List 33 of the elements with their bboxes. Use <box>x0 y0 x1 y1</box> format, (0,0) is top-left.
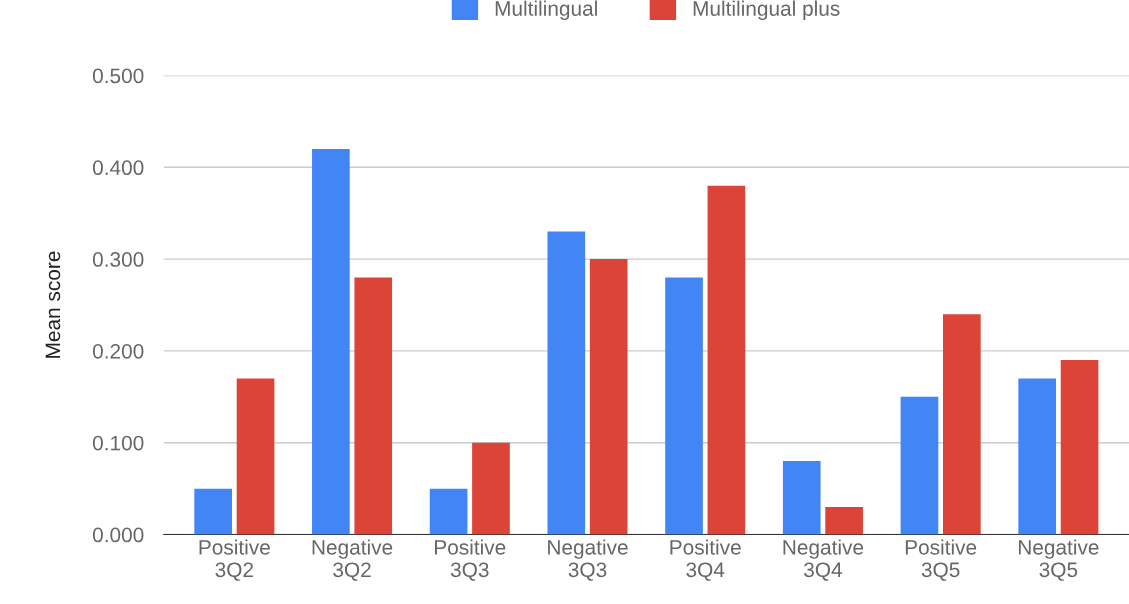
bar <box>589 259 628 535</box>
x-tick-label: Positive 3Q2 <box>199 539 270 581</box>
bar <box>236 378 275 535</box>
x-tick-label: Negative 3Q3 <box>548 539 628 581</box>
bar <box>1018 378 1057 535</box>
y-tick-label: 0.500 <box>92 68 144 84</box>
bar <box>665 277 703 535</box>
bar <box>194 488 232 535</box>
legend-label: Multilingual <box>495 0 597 21</box>
y-tick-label: 0.400 <box>92 160 144 176</box>
x-tick-label: Negative 3Q5 <box>1018 539 1099 581</box>
bar <box>1060 360 1099 535</box>
bar <box>429 488 468 535</box>
legend-label: Multilingual plus <box>693 0 840 21</box>
bar <box>943 314 981 535</box>
x-tick-label: Positive 3Q4 <box>670 539 741 581</box>
bar <box>312 148 350 535</box>
x-tick-label: Positive 3Q3 <box>435 539 506 581</box>
y-tick-label: 0.100 <box>92 435 144 451</box>
bar <box>354 277 393 535</box>
bar <box>707 185 746 535</box>
bar <box>547 231 586 535</box>
y-axis-title: Mean score <box>45 251 61 358</box>
x-tick-label: Positive 3Q5 <box>905 539 977 581</box>
bar <box>825 507 863 535</box>
bar <box>782 461 821 535</box>
y-tick-label: 0.300 <box>92 252 144 267</box>
bar <box>472 442 510 535</box>
bar <box>900 396 939 535</box>
y-tick-label: 0.000 <box>92 527 144 543</box>
y-tick-label: 0.200 <box>92 343 144 359</box>
x-tick-label: Negative 3Q4 <box>783 539 864 581</box>
x-tick-label: Negative 3Q2 <box>312 539 393 581</box>
